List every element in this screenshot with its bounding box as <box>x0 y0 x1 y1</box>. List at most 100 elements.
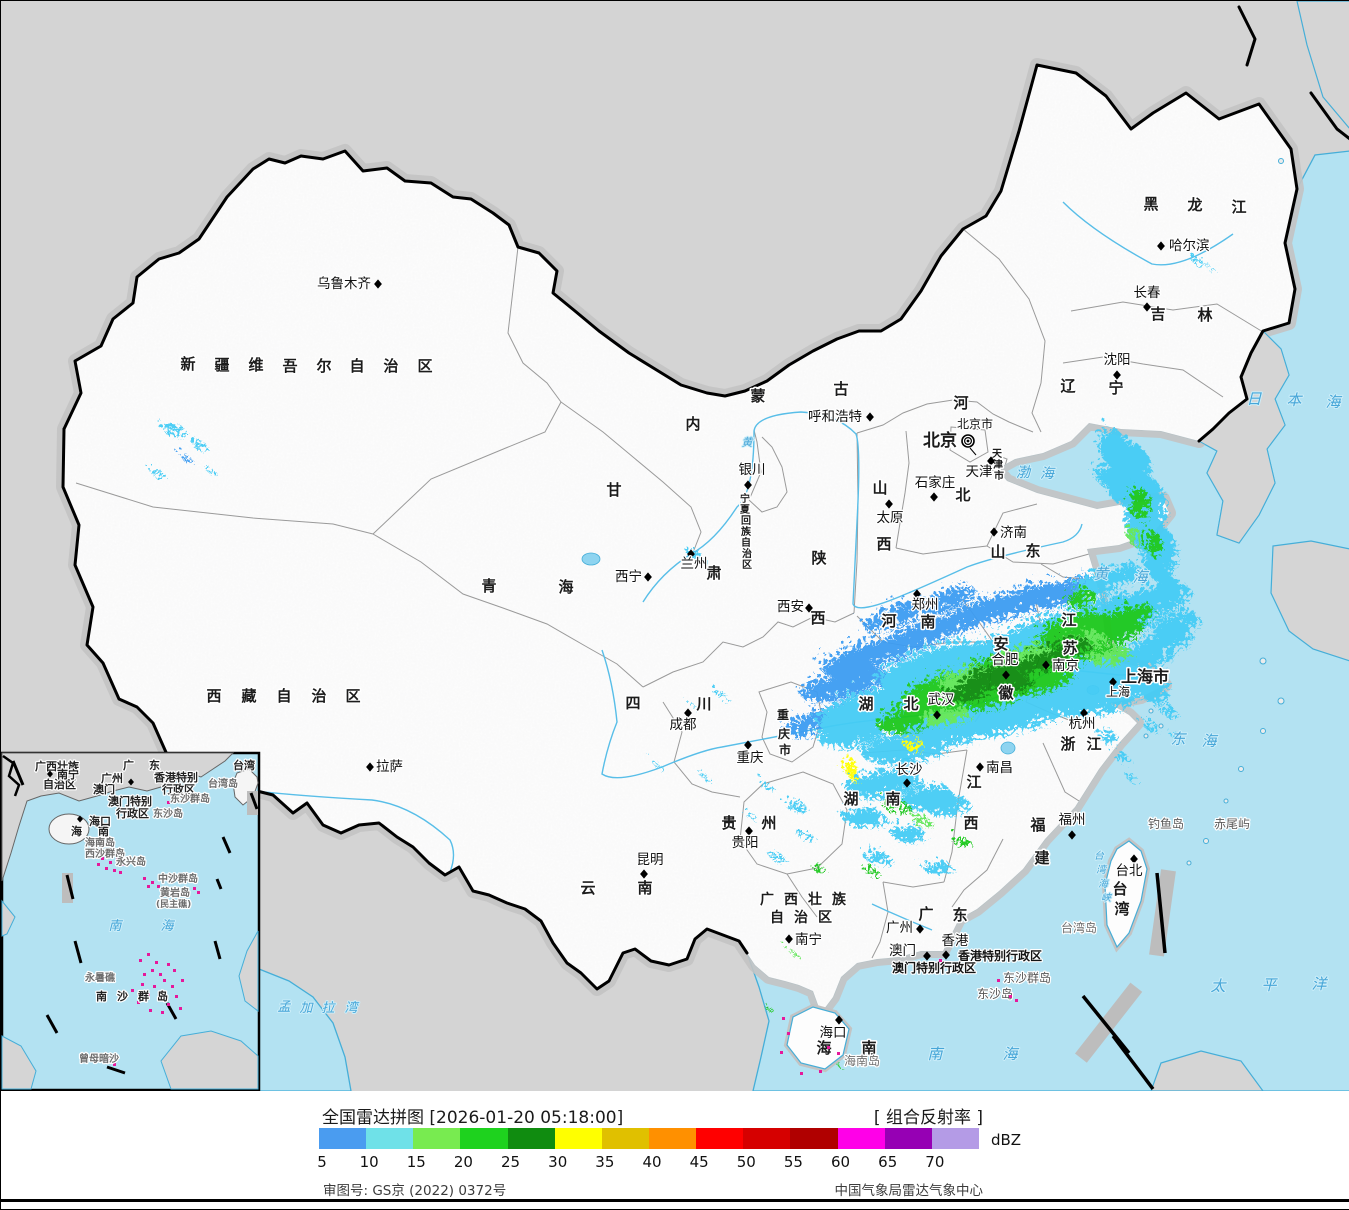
colorbar-cell-35 <box>601 1128 649 1149</box>
province-label: 蒙 <box>750 387 765 405</box>
city-marker <box>1002 670 1010 680</box>
island-dot <box>1009 995 1012 998</box>
city-label: 沈阳 <box>1104 352 1131 368</box>
province-label: 北 <box>955 486 970 504</box>
inset-island-dot <box>167 1003 170 1006</box>
city-label: 重庆 <box>737 750 764 766</box>
colorbar-cell-50 <box>743 1128 791 1149</box>
city-label: 贵阳 <box>732 835 759 851</box>
capital-marker <box>961 434 977 456</box>
radar-echo-cell <box>807 860 819 866</box>
province-label: 南 <box>920 613 935 631</box>
province-label: 庆 <box>777 726 790 741</box>
city-label: 呼和浩特 <box>808 409 862 425</box>
inset-island-dot <box>149 1009 152 1012</box>
inset-city-marker <box>77 815 83 823</box>
island-dot <box>819 1070 822 1073</box>
inset-dash-line <box>11 760 259 1075</box>
japan-northeast <box>1296 1 1349 129</box>
city-marker <box>684 708 692 718</box>
province-label: 宁 <box>740 492 750 505</box>
city-marker <box>987 456 995 466</box>
province-label: 尔 <box>316 357 331 375</box>
radar-echo-cell <box>1125 483 1145 515</box>
inset-label: 南 <box>98 824 109 838</box>
inset-island-dot <box>167 963 170 966</box>
province-label: 重 <box>777 707 789 722</box>
radar-echo-cell <box>188 437 202 445</box>
inset-label: 岛 <box>157 989 168 1003</box>
sea-label: 加 <box>299 1001 314 1016</box>
inset-island-dot <box>175 995 178 998</box>
inset-borneo <box>160 1030 259 1090</box>
inset-island-dots <box>97 801 200 1066</box>
city-marker <box>942 950 950 960</box>
inset-label: 东沙岛 <box>153 807 183 820</box>
province-label: 区 <box>417 357 432 375</box>
city-label: 海口 <box>820 1025 847 1041</box>
inset-label: 广西壮族 <box>35 759 80 773</box>
inset-island-dot <box>121 863 124 866</box>
inset-island-dot <box>147 885 150 888</box>
colorbar-tick: 45 <box>689 1153 709 1171</box>
province-label: 徽 <box>997 684 1014 702</box>
province-label: 东 <box>1025 542 1040 560</box>
province-label: 浙 <box>1060 735 1075 753</box>
inset-island-dot <box>157 885 160 888</box>
province-label: 治 <box>383 357 398 375</box>
province-label: 青 <box>481 577 496 595</box>
colorbar-tick: 55 <box>783 1153 803 1171</box>
radar-echo-cell <box>682 545 696 553</box>
sea-label: 海 <box>1325 393 1342 411</box>
map-title: 全国雷达拼图 [2026-01-20 05:18:00] <box>322 1108 624 1128</box>
radar-echo-cell <box>786 947 792 951</box>
radar-echo-cell <box>858 595 924 627</box>
inset-city-label: 海口 <box>89 814 111 828</box>
radar-echo-cell <box>760 1001 766 1005</box>
colorbar-cell-60 <box>837 1128 885 1149</box>
inset-island-dot <box>113 869 116 872</box>
inset-island-dot <box>167 801 170 804</box>
city-marker <box>1080 708 1088 718</box>
island-dot <box>780 1051 783 1054</box>
province-label: 贵 <box>721 814 736 832</box>
colorbar-cell-55 <box>790 1128 838 1149</box>
sea-label: 拉 <box>321 1000 336 1016</box>
colorbar-cell-5 <box>319 1128 367 1149</box>
inset-label: 曾母暗沙 <box>79 1052 119 1065</box>
island-dot <box>827 1046 830 1049</box>
province-label: 吉 <box>1150 305 1165 323</box>
city-label: 南京 <box>1052 658 1079 674</box>
radar-echo-cell <box>900 736 914 746</box>
inset-island-dot <box>151 969 154 972</box>
radar-echo-cell <box>795 662 883 696</box>
province-label: 湾 <box>1114 900 1129 918</box>
inset-island-dot <box>139 959 142 962</box>
radar-echo-cell <box>1155 701 1171 711</box>
colorbar-cell-10 <box>366 1128 414 1149</box>
province-label: 西 <box>784 892 798 908</box>
city-label: 台北 <box>1116 863 1144 879</box>
colorbar-cell-65 <box>884 1128 932 1149</box>
province-label: 安 <box>993 635 1008 653</box>
small-label: 台湾岛 <box>1061 920 1097 935</box>
sea-bay-of-bengal <box>258 968 352 1091</box>
sea-label: 平 <box>1261 976 1278 994</box>
radar-echo-cell <box>877 796 905 806</box>
province-label: 西 <box>206 687 221 705</box>
province-label: 治 <box>311 687 326 705</box>
japan-kyushu <box>1270 540 1349 662</box>
province-label: 西 <box>810 609 825 627</box>
city-marker <box>1109 677 1117 687</box>
bottom-border-line <box>1 1199 1349 1202</box>
inset-label: 南 <box>96 989 107 1003</box>
province-label: 市 <box>994 469 1004 482</box>
inset-island-dot <box>113 1063 116 1066</box>
inset-island-dot <box>109 861 112 864</box>
colorbar <box>319 1128 979 1149</box>
city-marker <box>644 572 652 582</box>
radar-echo-cell <box>1139 683 1163 699</box>
island-dot <box>782 1017 785 1020</box>
radar-echo-cell <box>860 864 874 870</box>
